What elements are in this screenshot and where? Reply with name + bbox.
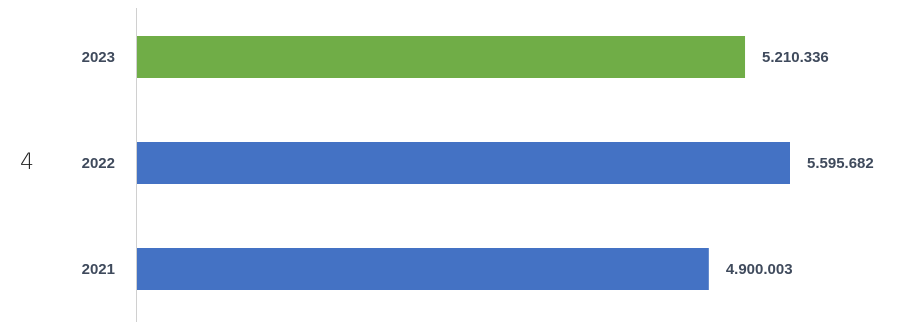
bar-2021 <box>137 248 709 290</box>
category-label-2023: 2023 <box>82 49 115 66</box>
bar-2023 <box>137 36 746 78</box>
value-label-2021: 4.900.003 <box>726 261 793 278</box>
value-label-2023: 5.210.336 <box>762 49 829 66</box>
bars-group <box>137 36 790 290</box>
bar-2022 <box>137 142 790 184</box>
category-label-2022: 2022 <box>82 155 115 172</box>
labels-group: 2023 5.210.336 2022 5.595.682 2021 4.900.003 <box>82 49 874 278</box>
value-label-2022: 5.595.682 <box>807 155 874 172</box>
side-number: 4 <box>20 150 34 175</box>
category-label-2021: 2021 <box>82 261 115 278</box>
